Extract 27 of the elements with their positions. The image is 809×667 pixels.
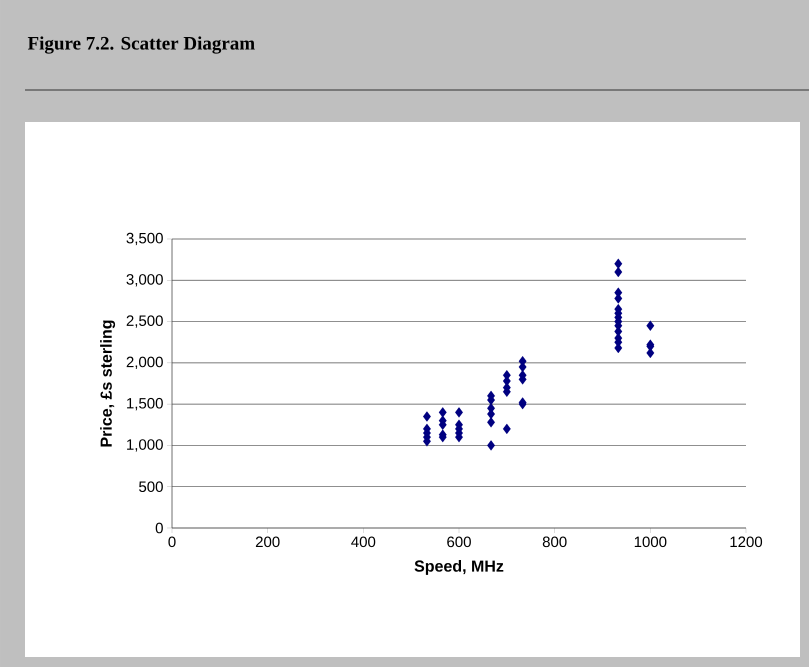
y-tick-label: 3,500 xyxy=(126,232,163,246)
x-tick-label: 0 xyxy=(168,536,176,548)
x-tick-label: 400 xyxy=(351,536,376,548)
y-tick-label: 1,000 xyxy=(127,439,163,452)
point xyxy=(423,411,431,422)
x-tick-label: 1000 xyxy=(634,536,666,548)
point xyxy=(614,258,622,269)
x-tick-label: 1200 xyxy=(730,536,762,548)
y-tick-label: 0 xyxy=(156,522,163,534)
point xyxy=(487,417,495,428)
x-tick-label: 200 xyxy=(256,536,280,548)
chart-title: Figure 7.2. Scatter Diagram xyxy=(28,36,255,54)
point xyxy=(502,424,511,434)
y-tick-label: 3,000 xyxy=(126,274,163,286)
y-axis-title: Price, £s sterling xyxy=(100,320,116,446)
y-tick-label: 2,000 xyxy=(126,356,163,370)
point xyxy=(438,407,447,418)
point xyxy=(614,266,622,278)
x-tick-label: 800 xyxy=(542,536,567,548)
point xyxy=(487,440,495,451)
y-tick-label: 1,500 xyxy=(127,398,163,410)
point xyxy=(455,407,463,418)
x-tick-label: 600 xyxy=(447,536,471,548)
y-tick-label: 500 xyxy=(139,481,163,492)
y-tick-label: 2,500 xyxy=(126,315,163,328)
x-axis-title: Speed, MHz xyxy=(414,560,504,575)
point xyxy=(646,320,654,331)
